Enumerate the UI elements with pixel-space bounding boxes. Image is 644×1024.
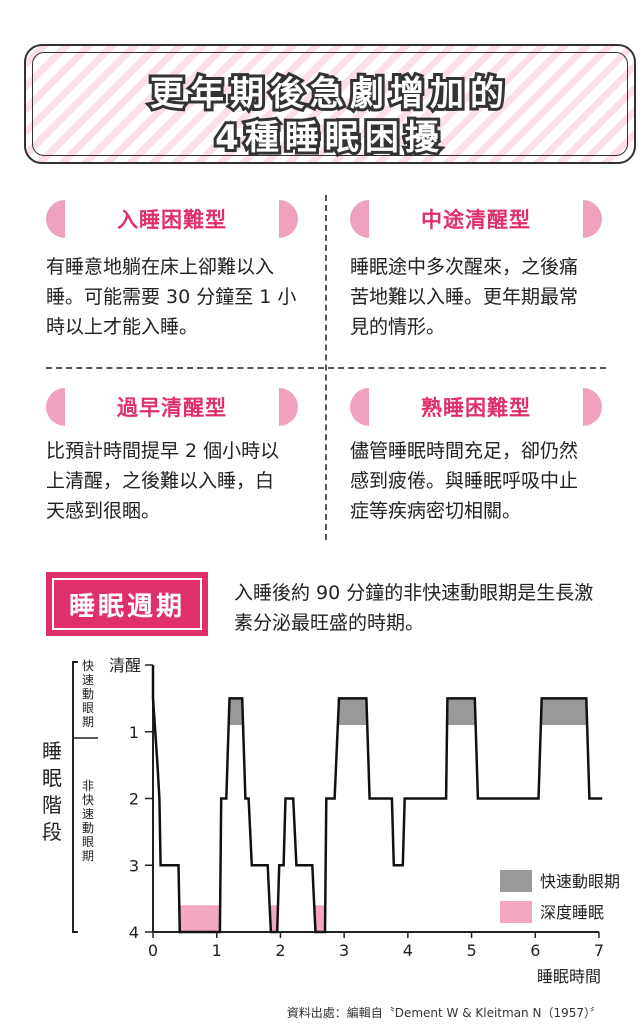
y-tick-label-1: 1 <box>129 723 139 742</box>
type-desc-1: 有睡意地躺在床上卻難以入 睡。可能需要 30 分鐘至 1 小 時以上才能入睡。 <box>46 252 308 342</box>
sleep-cycle-label-text: 睡眠週期 <box>52 578 202 630</box>
title-banner: 更年期後急劇增加的 4種睡眠困擾 <box>24 44 636 164</box>
y-group-1-char-1: 快 <box>82 793 94 807</box>
legend-label-1: 深度睡眠 <box>540 903 604 922</box>
sleep-cycle-desc-line-1: 入睡後約 90 分鐘的非快速動眼期是生長激 <box>234 582 594 604</box>
sleep-cycle-label: 睡眠週期 <box>46 572 208 636</box>
y-tick-label-2: 2 <box>129 790 139 809</box>
type-desc-4: 儘管睡眠時間充足，卻仍然 感到疲倦。與睡眠呼吸中止 症等疾病密切相關。 <box>350 436 612 526</box>
type-desc-3-line-1: 比預計時間提早 2 個小時以 <box>46 440 280 462</box>
type-desc-1-line-1: 有睡意地躺在床上卻難以入 <box>46 256 275 278</box>
x-tick-label-3: 3 <box>339 941 349 960</box>
type-desc-3-line-3: 天感到很睏。 <box>46 500 161 522</box>
type-pill-4: 熟睡困難型 <box>350 388 602 426</box>
type-name-3: 過早清醒型 <box>65 388 279 426</box>
x-tick-label-7: 7 <box>594 941 604 960</box>
y-axis-label-char-3: 段 <box>42 820 62 844</box>
type-desc-2-line-3: 見的情形。 <box>350 316 446 338</box>
x-tick-label-1: 1 <box>212 941 222 960</box>
y-tick-label-4: 4 <box>129 923 139 942</box>
title-frame <box>24 44 636 164</box>
type-desc-2-line-1: 睡眠途中多次醒來，之後痛 <box>350 256 579 278</box>
series-0-band-3 <box>541 698 587 726</box>
title-line-2: 4種睡眠困擾 <box>212 115 445 161</box>
x-axis-label: 睡眠時間 <box>537 967 601 986</box>
series-0-band-2 <box>447 698 475 726</box>
y-group-0-char-0: 快 <box>82 659 94 673</box>
series-0-band-1 <box>339 698 367 726</box>
type-desc-4-line-1: 儘管睡眠時間充足，卻仍然 <box>350 440 579 462</box>
sleep-cycle-desc: 入睡後約 90 分鐘的非快速動眼期是生長激 素分泌最旺盛的時期。 <box>234 578 614 638</box>
legend-label-0: 快速動眼期 <box>540 872 620 891</box>
y-group-1-char-0: 非 <box>82 779 94 793</box>
type-pill-2: 中途清醒型 <box>350 200 602 238</box>
source-note: 資料出處：編輯自〝Dement W & Kleitman N（1957）〞 <box>286 1006 602 1020</box>
horizontal-divider <box>46 367 606 369</box>
group-bracket <box>72 661 78 933</box>
x-tick-label-6: 6 <box>530 941 540 960</box>
y-group-1-char-4: 眼 <box>82 835 94 849</box>
x-tick-label-5: 5 <box>466 941 476 960</box>
type-pill-1: 入睡困難型 <box>46 200 298 238</box>
sleep-cycle-desc-line-2: 素分泌最旺盛的時期。 <box>234 612 425 634</box>
type-desc-2: 睡眠途中多次醒來，之後痛 苦地難以入睡。更年期最常 見的情形。 <box>350 252 612 342</box>
series-0-band-0 <box>229 698 243 726</box>
y-group-0-char-1: 速 <box>82 673 94 687</box>
hypnogram-line <box>151 665 603 934</box>
type-desc-4-line-3: 症等疾病密切相關。 <box>350 500 522 522</box>
title-inner-frame <box>32 52 628 156</box>
type-desc-1-line-3: 時以上才能入睡。 <box>46 316 199 338</box>
type-desc-4-line-2: 感到疲倦。與睡眠呼吸中止 <box>350 470 579 492</box>
y-axis-label-char-2: 階 <box>42 793 62 817</box>
y-group-0-char-3: 眼 <box>82 701 94 715</box>
y-group-1-char-2: 速 <box>82 807 94 821</box>
x-tick-label-0: 0 <box>148 941 158 960</box>
y-group-0-char-4: 期 <box>82 715 94 729</box>
legend-swatch-1 <box>500 901 532 923</box>
series-1-band-2 <box>315 905 326 932</box>
y-axis-label-char-0: 睡 <box>42 739 62 763</box>
legend-swatch-0 <box>500 870 532 892</box>
type-desc-3-line-2: 上清醒，之後難以入睡，白 <box>46 470 275 492</box>
type-pill-3: 過早清醒型 <box>46 388 298 426</box>
y-axis-label-char-1: 眠 <box>42 766 62 790</box>
type-desc-3: 比預計時間提早 2 個小時以 上清醒，之後難以入睡，白 天感到很睏。 <box>46 436 308 526</box>
title-line-1: 更年期後急劇增加的 <box>147 71 510 117</box>
series-1-band-0 <box>179 905 220 932</box>
y-tick-label-0: 清醒 <box>109 656 141 675</box>
x-tick-label-2: 2 <box>275 941 285 960</box>
y-group-1-char-5: 期 <box>82 849 94 863</box>
type-name-4: 熟睡困難型 <box>369 388 583 426</box>
series-1-band-1 <box>270 905 278 932</box>
y-group-0-char-2: 動 <box>82 687 94 701</box>
type-name-1: 入睡困難型 <box>65 200 279 238</box>
type-name-2: 中途清醒型 <box>369 200 583 238</box>
y-tick-label-3: 3 <box>129 856 139 875</box>
y-group-1-char-3: 動 <box>82 821 94 835</box>
x-tick-label-4: 4 <box>403 941 413 960</box>
type-desc-1-line-2: 睡。可能需要 30 分鐘至 1 小 <box>46 286 297 308</box>
type-desc-2-line-2: 苦地難以入睡。更年期最常 <box>350 286 579 308</box>
